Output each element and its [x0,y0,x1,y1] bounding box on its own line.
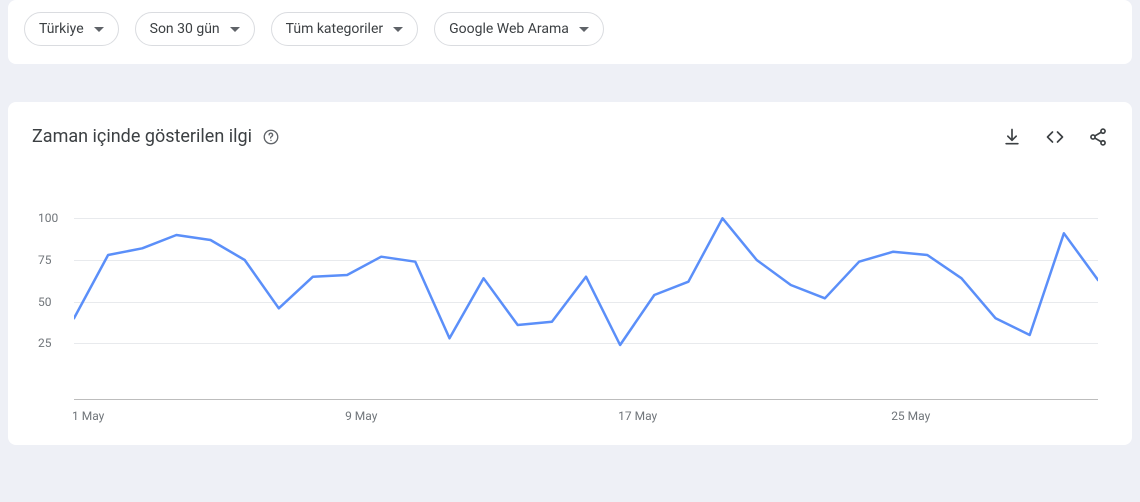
trend-line-plot [74,205,1098,387]
chart-area: 2550751001 May9 May17 May25 May [38,205,1098,415]
chart-actions [1002,127,1108,147]
category-filter-label: Tüm kategoriler [286,21,383,37]
y-axis-label: 100 [38,211,58,225]
trend-line [74,218,1098,345]
x-axis-label: 17 May [618,409,657,423]
time-filter[interactable]: Son 30 gün [135,12,255,46]
help-icon[interactable] [262,128,280,146]
y-axis-label: 50 [38,295,52,309]
embed-button[interactable] [1044,127,1066,147]
time-filter-label: Son 30 gün [150,21,220,37]
x-axis-label: 25 May [891,409,930,423]
region-filter-label: Türkiye [39,21,84,37]
x-axis-label: 9 May [345,409,377,423]
download-button[interactable] [1002,127,1022,147]
share-button[interactable] [1088,127,1108,147]
chart-title: Zaman içinde gösterilen ilgi [32,126,252,147]
x-axis-label: 1 May [72,409,104,423]
chevron-down-icon [94,27,104,32]
chevron-down-icon [579,27,589,32]
search-type-filter-label: Google Web Arama [449,21,569,37]
search-type-filter[interactable]: Google Web Arama [434,12,604,46]
x-axis-line [74,399,1098,400]
category-filter[interactable]: Tüm kategoriler [271,12,418,46]
y-axis-label: 25 [38,336,52,350]
trend-chart-card: Zaman içinde gösterilen ilgi [8,102,1132,445]
filter-bar: Türkiye Son 30 gün Tüm kategoriler Googl… [8,0,1132,64]
y-axis-label: 75 [38,253,52,267]
chart-title-wrap: Zaman içinde gösterilen ilgi [32,126,280,147]
chevron-down-icon [393,27,403,32]
chart-header: Zaman içinde gösterilen ilgi [32,126,1108,147]
chevron-down-icon [230,27,240,32]
region-filter[interactable]: Türkiye [24,12,119,46]
